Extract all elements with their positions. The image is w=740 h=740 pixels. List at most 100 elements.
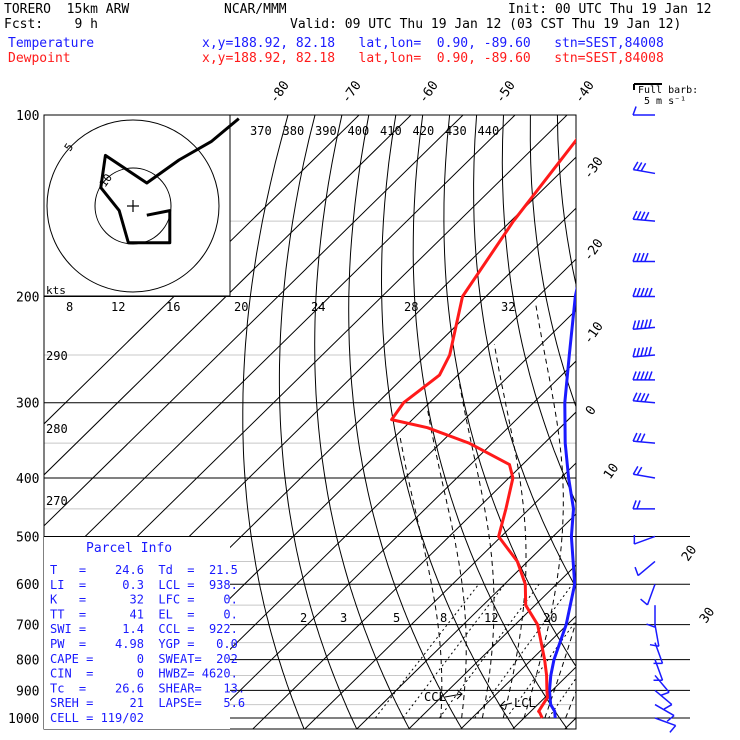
wind-barb-staff (654, 674, 670, 693)
dry-adiabat (584, 87, 740, 730)
wind-barb-staff (633, 400, 656, 404)
wind-barb (654, 674, 670, 697)
parcel-info-title: Parcel Info (86, 541, 172, 556)
parcel-info-row: CAPE = 0 SWEAT= 202 (50, 652, 238, 666)
pressure-label-200: 200 (16, 291, 39, 306)
wind-barb-flag (646, 623, 656, 628)
wind-barb (632, 500, 655, 510)
pressure-label-600: 600 (16, 578, 39, 593)
parcel-info-row: K = 32 LFC = 0. (50, 593, 238, 607)
mixing-ratio-label-3: 3 (340, 611, 347, 625)
isotherm (44, 115, 360, 425)
location-dewpoint: x,y=188.92, 82.18 lat,lon= 0.90, -89.60 … (202, 51, 664, 66)
wind-barb-staff (654, 659, 664, 681)
wind-barb-flag (644, 346, 648, 357)
wind-barb (632, 466, 656, 479)
init-time: Init: 00 UTC Thu 19 Jan 12 (508, 2, 712, 17)
wind-barb-staff (646, 583, 656, 606)
parcel-info-row: Tc = 26.6 SHEAR= 13. (50, 681, 245, 695)
wind-barb-flag (632, 347, 637, 358)
mixing-ratio-line (583, 584, 674, 718)
parcel-info-row: TT = 41 EL = 0. (50, 607, 238, 621)
wind-barb-flag (632, 392, 638, 402)
wind-barb (632, 252, 655, 263)
moist-adiabat (457, 375, 495, 719)
barb-legend-value: 5 m s⁻¹ (644, 96, 686, 107)
wind-barb-flag (644, 393, 650, 403)
isotherm (304, 462, 576, 729)
wind-barb-flag (640, 287, 645, 297)
dry-adiabat (610, 87, 740, 730)
wind-barb-staff (637, 560, 656, 577)
wind-barb-flag (640, 371, 645, 381)
parcel-info-row: SWI = 1.4 CCL = 922. (50, 622, 238, 636)
wind-barb-flag (632, 210, 638, 220)
barb-legend-title: Full barb: (638, 85, 698, 96)
isotherm (460, 615, 576, 729)
dry-adiabat (473, 115, 576, 589)
model-title: TORERO 15km ARW (4, 2, 130, 17)
pressure-label-1000: 1000 (8, 712, 39, 727)
wind-barb-flag (632, 161, 639, 170)
theta-label-270: 270 (46, 494, 68, 508)
wind-barb-flag (669, 725, 677, 733)
isotherm-label-10: 10 (601, 461, 622, 482)
wind-barb-staff (633, 218, 656, 222)
valid-time: Valid: 09 UTC Thu 19 Jan 12 (03 CST Thu … (290, 17, 682, 32)
isotherm-label--60: -60 (416, 78, 442, 106)
wind-barb-flag (636, 466, 643, 476)
pressure-label-100: 100 (16, 109, 39, 124)
wind-barb-flag (648, 287, 653, 297)
wind-barb (632, 432, 656, 444)
dewpoint-profile (390, 137, 576, 719)
wind-barb-staff (654, 717, 676, 727)
isotherm-label--30: -30 (581, 154, 607, 182)
wind-barb (654, 689, 673, 710)
pressure-label-700: 700 (16, 619, 39, 634)
moist-adiabat (426, 406, 467, 719)
dry-adiabat (348, 115, 463, 729)
isotherm-label-30: 30 (697, 605, 718, 626)
wind-barb-flag (644, 287, 649, 297)
wind-barb (649, 624, 660, 647)
wind-barb-flag (649, 643, 659, 647)
isotherm-label--70: -70 (339, 78, 365, 106)
wind-barb (653, 659, 664, 681)
dry-adiabat (242, 115, 305, 729)
moist-adiabat (523, 302, 564, 719)
wind-barb-flag (634, 566, 639, 576)
mixing-ratio-label-5: 5 (393, 611, 400, 625)
legend-temperature: Temperature (8, 36, 95, 51)
pressure-label-300: 300 (16, 397, 39, 412)
wind-barb-staff (654, 642, 664, 664)
wind-barb-flag (632, 252, 637, 262)
wind-barb-flag (640, 319, 645, 329)
dry-adiabat (412, 115, 568, 729)
wind-barb-staff (633, 326, 656, 331)
wind-barb (632, 319, 656, 331)
theta-label-290: 290 (46, 349, 68, 363)
speed-label-24: 24 (311, 300, 325, 314)
wind-barb-staff (633, 440, 656, 444)
temperature-profile (548, 286, 576, 719)
plot-frame (43, 114, 577, 730)
pressure-label-400: 400 (16, 472, 39, 487)
mixing-ratio-line (474, 583, 573, 719)
speed-label-32: 32 (501, 300, 515, 314)
ccl-marker: CCL (424, 690, 446, 704)
theta-label-400: 400 (348, 124, 370, 138)
wind-barb-flag (632, 320, 637, 330)
hodograph-units: kts (46, 284, 66, 297)
isotherm (408, 564, 576, 729)
isotherm-label--10: -10 (581, 319, 607, 347)
parcel-info-row: LI = 0.3 LCL = 938. (50, 578, 238, 592)
wind-barb (634, 560, 656, 577)
pressure-label-900: 900 (16, 684, 39, 699)
wind-barb-flag (632, 287, 637, 297)
wind-barb-flag (666, 714, 675, 722)
wind-barb (632, 392, 656, 404)
wind-barb-flag (663, 703, 673, 710)
mixing-ratio-label-20: 20 (543, 611, 557, 625)
wind-barb (632, 346, 656, 358)
